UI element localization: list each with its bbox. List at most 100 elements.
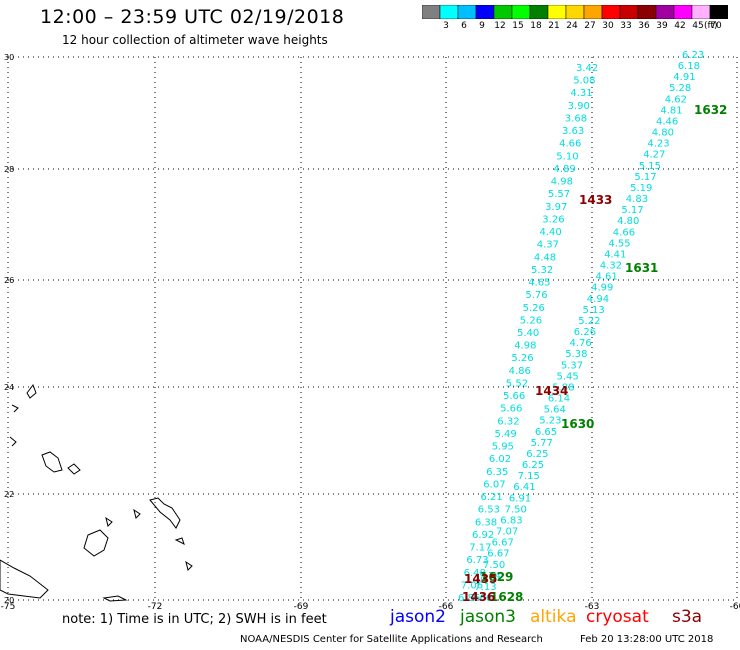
island-outline	[174, 537, 185, 545]
color-scale-tick: 24	[566, 21, 578, 31]
pass-time-label: 1435	[464, 572, 497, 586]
color-swatch	[709, 5, 728, 19]
west-track-value: 3.68	[565, 114, 587, 125]
west-track-value: 5.10	[556, 151, 578, 162]
island-outline	[67, 463, 81, 475]
map-title: 12:00 – 23:59 UTC 02/19/2018	[40, 6, 345, 28]
pass-time-label: 1630	[561, 417, 594, 431]
lon-tick-label: -66	[439, 602, 454, 610]
east-track-value: 4.94	[587, 294, 609, 305]
east-track-value: 5.37	[561, 360, 583, 371]
east-track-value: 7.66	[470, 593, 492, 604]
east-track-value: 4.41	[604, 250, 626, 261]
east-track-value: 5.22	[578, 316, 600, 327]
color-scale-tick: 36	[638, 21, 650, 31]
legend-s3a: s3a	[672, 607, 703, 627]
color-scale-tick: 18	[530, 21, 542, 31]
east-track-value: 4.55	[608, 238, 630, 249]
east-track-value: 6.67	[487, 549, 509, 560]
east-track-value: 4.23	[647, 139, 669, 150]
west-track-value: 3.63	[562, 126, 584, 137]
color-scale-tick: 33	[620, 21, 632, 31]
east-track-value: 4.32	[600, 261, 622, 272]
west-track-value: 4.89	[554, 164, 576, 175]
east-track-value: 6.23	[682, 50, 704, 61]
west-track-value: 4.40	[540, 227, 562, 238]
east-track-value: 4.83	[626, 194, 648, 205]
island-outline	[26, 383, 37, 399]
lon-tick-label: -60	[730, 602, 740, 610]
color-scale-tick: 9	[479, 21, 485, 31]
pass-time-label: 1434	[535, 384, 568, 398]
pass-time-label: 1631	[625, 261, 658, 275]
east-track-value: 4.81	[660, 105, 682, 116]
east-track-value: 5.17	[621, 205, 643, 216]
east-track-value: 5.38	[565, 349, 587, 360]
west-track-value: 5.52	[506, 379, 528, 390]
lon-tick-label: -72	[148, 602, 163, 610]
west-track-value: 5.57	[548, 189, 570, 200]
east-track-value: 4.61	[596, 272, 618, 283]
west-track-value: 5.40	[517, 328, 539, 339]
west-track-value: 3.97	[545, 202, 567, 213]
island-outline	[41, 451, 63, 473]
east-track-value: 4.46	[656, 117, 678, 128]
east-track-value: 5.28	[669, 83, 691, 94]
pass-time-label: 1629	[480, 570, 513, 584]
east-track-value: 7.13	[474, 582, 496, 593]
color-scale-unit: (ft)	[704, 21, 718, 31]
east-track-value: 6.41	[513, 482, 535, 493]
east-track-value: 5.15	[639, 161, 661, 172]
east-track-value: 6.67	[492, 538, 514, 549]
west-track-value: 5.26	[520, 315, 542, 326]
west-track-value: 4.98	[514, 341, 536, 352]
color-scale-tick: 45	[692, 21, 704, 31]
west-track-value: 4.37	[537, 240, 559, 251]
color-scale-labels: 3 6 9 12 15 18 21 24 27 30 33 36 39 42 45 70	[422, 21, 740, 33]
west-track-value: 5.76	[525, 290, 547, 301]
east-track-value: 5.19	[630, 183, 652, 194]
west-track-value: 6.92	[472, 530, 494, 541]
color-scale-tick: 39	[656, 21, 668, 31]
legend-jason3: jason3	[460, 607, 516, 627]
east-track-value: 4.80	[652, 128, 674, 139]
island-outline	[102, 595, 128, 602]
east-track-value: 4.80	[617, 216, 639, 227]
east-track-value: 6.65	[535, 427, 557, 438]
west-track-value: 3.26	[542, 214, 564, 225]
east-track-value: 6.25	[522, 460, 544, 471]
east-track-value: 7.15	[518, 471, 540, 482]
east-track-value: 6.25	[526, 449, 548, 460]
lat-tick-label: 26	[4, 276, 14, 285]
west-track-value: 5.95	[492, 442, 514, 453]
east-track-value: 6.91	[509, 493, 531, 504]
altimeter-tracks: 3.425.084.313.903.683.634.665.104.894.98…	[458, 50, 727, 604]
west-track-value: 6.53	[478, 505, 500, 516]
color-scale-tick: 12	[494, 21, 506, 31]
west-track-value: 5.26	[511, 353, 533, 364]
color-scale-tick: 15	[512, 21, 524, 31]
generation-timestamp: Feb 20 13:28:00 UTC 2018	[580, 634, 714, 645]
west-track-value: 6.86	[458, 593, 480, 604]
color-scale-tick: 21	[548, 21, 560, 31]
east-track-value: 6.14	[548, 394, 570, 405]
west-track-value: 5.66	[503, 391, 525, 402]
west-track-value: 5.49	[495, 429, 517, 440]
color-scale-tick: 27	[584, 21, 596, 31]
island-outline	[133, 508, 141, 519]
color-scale-tick: 70	[710, 21, 722, 31]
west-track-value: 3.42	[576, 63, 598, 74]
east-track-value: 7.07	[496, 527, 518, 538]
pass-time-label: 1433	[579, 193, 612, 207]
lon-tick-label: -63	[585, 602, 600, 610]
east-track-value: 5.77	[531, 438, 553, 449]
east-track-value: 5.64	[544, 405, 566, 416]
color-scale-tick: 30	[602, 21, 614, 31]
island-outline	[185, 560, 193, 571]
legend-jason2: jason2	[390, 607, 446, 627]
east-track-value: 4.99	[591, 283, 613, 294]
east-track-value: 4.27	[643, 150, 665, 161]
island-outline	[0, 559, 49, 599]
pass-time-label: 1628	[490, 590, 523, 604]
east-track-value: 5.17	[634, 172, 656, 183]
